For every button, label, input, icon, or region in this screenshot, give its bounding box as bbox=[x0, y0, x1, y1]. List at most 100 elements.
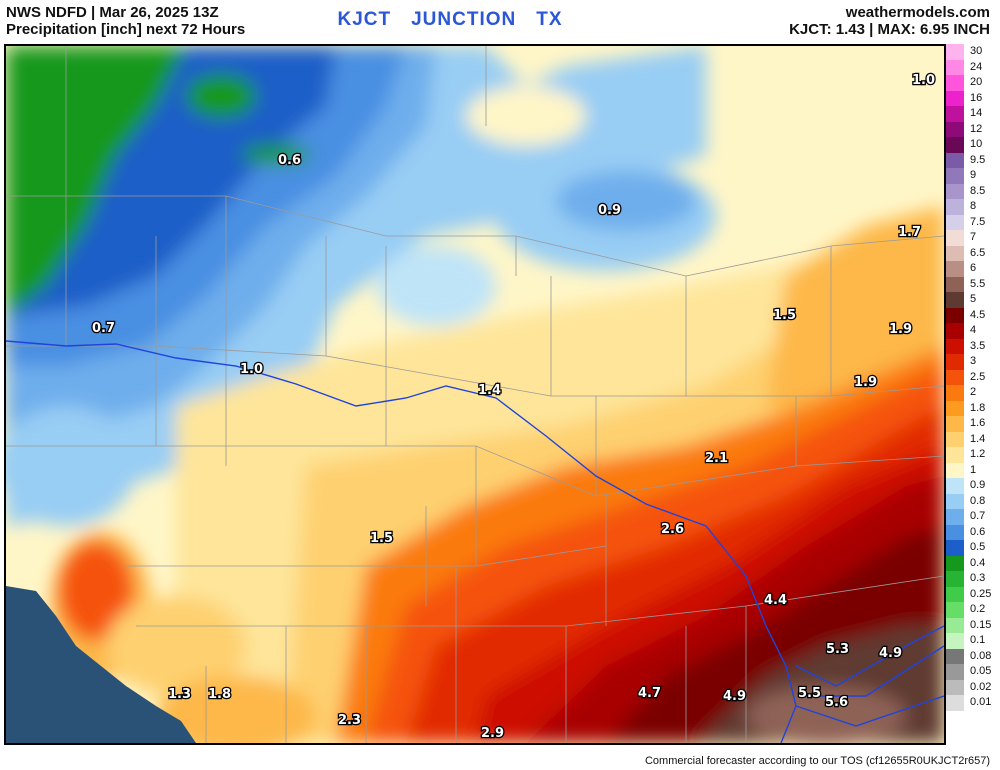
legend-label: 1.4 bbox=[970, 432, 986, 445]
value-label: 0.9 bbox=[598, 203, 621, 218]
legend-label: 4.5 bbox=[970, 308, 986, 321]
legend-label: 8 bbox=[970, 200, 977, 212]
legend-swatch bbox=[946, 571, 964, 587]
station-summary: KJCT: 1.43 | MAX: 6.95 INCH bbox=[789, 21, 990, 38]
legend-swatch bbox=[946, 121, 964, 137]
legend-swatch bbox=[946, 307, 964, 323]
legend-swatch bbox=[946, 385, 964, 401]
precipitation-map: 1.0 0.6 0.9 1.7 0.7 1.0 1.4 1.5 1.9 1.9 … bbox=[4, 44, 946, 745]
mexico-water-area bbox=[6, 586, 196, 743]
legend-swatch bbox=[946, 183, 964, 199]
legend-swatch bbox=[946, 75, 964, 91]
legend-entry: 24 bbox=[946, 59, 1000, 75]
legend-label: 0.9 bbox=[970, 479, 986, 491]
legend-swatch bbox=[946, 509, 964, 525]
legend-swatch bbox=[946, 617, 964, 633]
legend-swatch bbox=[946, 245, 964, 261]
legend-entry: 8 bbox=[946, 199, 1000, 215]
legend-swatch bbox=[946, 447, 964, 463]
legend-label: 0.5 bbox=[970, 541, 986, 553]
legend-entry: 20 bbox=[946, 75, 1000, 91]
legend-entry: 7.5 bbox=[946, 214, 1000, 230]
site-name: weathermodels.com bbox=[845, 4, 990, 21]
value-label: 1.8 bbox=[208, 687, 231, 702]
legend-swatch bbox=[946, 679, 964, 695]
station-name: JUNCTION bbox=[411, 9, 517, 30]
map-canvas: 1.0 0.6 0.9 1.7 0.7 1.0 1.4 1.5 1.9 1.9 … bbox=[6, 46, 944, 743]
value-label: 5.6 bbox=[825, 695, 848, 710]
value-label: 4.4 bbox=[764, 593, 787, 608]
legend-label: 14 bbox=[970, 107, 983, 119]
value-label: 2.9 bbox=[481, 726, 504, 741]
legend-label: 9 bbox=[970, 169, 977, 181]
legend-swatch bbox=[946, 323, 964, 339]
legend-swatch bbox=[946, 106, 964, 122]
legend-entry: 3.5 bbox=[946, 338, 1000, 354]
legend-swatch bbox=[946, 338, 964, 354]
legend-label: 20 bbox=[970, 76, 983, 88]
station-code: KJCT bbox=[337, 9, 392, 30]
legend-swatch bbox=[946, 540, 964, 556]
legend-swatch bbox=[946, 478, 964, 494]
legend-swatch bbox=[946, 602, 964, 618]
legend-entry: 30 bbox=[946, 44, 1000, 60]
legend-label: 9.5 bbox=[970, 153, 986, 166]
value-label: 4.7 bbox=[638, 686, 661, 701]
legend-entry: 0.9 bbox=[946, 478, 1000, 494]
legend-label: 3.5 bbox=[970, 339, 986, 352]
legend-swatch bbox=[946, 400, 964, 416]
value-label: 1.9 bbox=[889, 322, 912, 337]
legend-entry: 1.6 bbox=[946, 416, 1000, 432]
legend-label: 12 bbox=[970, 122, 983, 135]
value-label: 1.0 bbox=[240, 362, 263, 377]
value-label: 0.6 bbox=[278, 153, 301, 168]
legend-swatch bbox=[946, 586, 964, 602]
legend-label: 1.6 bbox=[970, 417, 986, 429]
legend-entry: 12 bbox=[946, 121, 1000, 137]
station-state: TX bbox=[536, 9, 563, 30]
legend-entry: 10 bbox=[946, 137, 1000, 153]
legend-label: 10 bbox=[970, 138, 983, 150]
value-label: 5.3 bbox=[826, 642, 849, 657]
legend-entry: 0.4 bbox=[946, 555, 1000, 571]
value-label: 2.1 bbox=[705, 451, 728, 466]
value-label: 1.3 bbox=[168, 687, 191, 702]
legend-label: 0.8 bbox=[970, 494, 986, 507]
legend-swatch bbox=[946, 633, 964, 649]
legend-entry: 0.5 bbox=[946, 540, 1000, 556]
legend-swatch bbox=[946, 44, 964, 60]
legend-entry: 1 bbox=[946, 462, 1000, 478]
legend-entry: 0.02 bbox=[946, 679, 1000, 695]
color-legend: 30 24 20 16 14 12 10 9.5 9 8.5 8 7.5 7 6.5 6 5.5 5 4.5 4 3.… bbox=[946, 44, 1000, 725]
legend-entry: 4 bbox=[946, 323, 1000, 339]
legend-label: 7 bbox=[970, 231, 977, 243]
value-label: 1.9 bbox=[854, 375, 877, 390]
legend-entry: 3 bbox=[946, 354, 1000, 370]
legend-label: 6 bbox=[970, 262, 977, 274]
legend-swatch bbox=[946, 416, 964, 432]
legend-entry: 1.2 bbox=[946, 447, 1000, 463]
legend-label: 0.08 bbox=[970, 649, 992, 662]
legend-swatch bbox=[946, 555, 964, 571]
site-info: weathermodels.com KJCT: 1.43 | MAX: 6.95… bbox=[789, 4, 990, 38]
value-label: 4.9 bbox=[879, 646, 902, 661]
legend-label: 1.8 bbox=[970, 401, 986, 414]
station-title: KJCT JUNCTION TX bbox=[300, 9, 600, 31]
legend-entry: 0.01 bbox=[946, 695, 1000, 711]
legend-label: 0.1 bbox=[970, 634, 986, 646]
legend-swatch bbox=[946, 524, 964, 540]
legend-swatch bbox=[946, 137, 964, 153]
legend-entry: 0.25 bbox=[946, 586, 1000, 602]
legend-entry: 0.08 bbox=[946, 648, 1000, 664]
legend-label: 5 bbox=[970, 293, 977, 305]
legend-entry: 4.5 bbox=[946, 307, 1000, 323]
legend-label: 5.5 bbox=[970, 277, 986, 290]
legend-entry: 5 bbox=[946, 292, 1000, 308]
legend-entry: 14 bbox=[946, 106, 1000, 122]
legend-label: 0.7 bbox=[970, 510, 986, 522]
legend-label: 24 bbox=[970, 60, 983, 73]
legend-entry: 2 bbox=[946, 385, 1000, 401]
legend-entry: 0.6 bbox=[946, 524, 1000, 540]
legend-swatch bbox=[946, 152, 964, 168]
value-label: 1.0 bbox=[912, 73, 935, 88]
